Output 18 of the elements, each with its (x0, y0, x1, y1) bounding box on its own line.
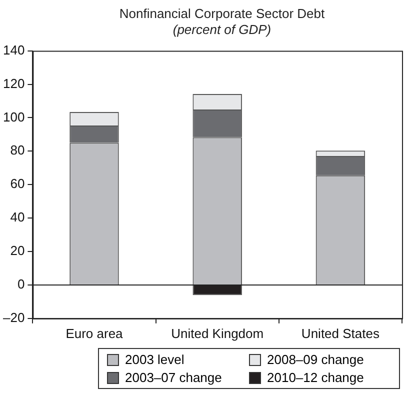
y-tick-label: 140 (2, 42, 25, 58)
legend-label: 2003–07 change (124, 370, 223, 385)
y-tick-label: –20 (2, 310, 25, 325)
legend-label: 2003 level (124, 352, 186, 367)
y-tick-label: 0 (17, 276, 25, 292)
y-tick-label: 100 (2, 109, 25, 124)
x-tick-label: United States (301, 326, 380, 341)
y-tick-label: 60 (10, 176, 25, 192)
x-tick-label: United Kingdom (171, 326, 264, 341)
legend-label: 2008–09 change (266, 352, 365, 367)
y-tick-label: 20 (10, 243, 25, 258)
y-tick-label: 40 (10, 210, 25, 225)
y-tick-label: 80 (10, 142, 25, 158)
y-tick-label: 120 (2, 76, 25, 91)
legend-label: 2010–12 change (266, 370, 365, 385)
x-tick-label: Euro area (66, 326, 124, 341)
chart-subtitle: (percent of GDP) (172, 22, 272, 38)
chart-title: Nonfinancial Corporate Sector Debt (118, 6, 326, 22)
